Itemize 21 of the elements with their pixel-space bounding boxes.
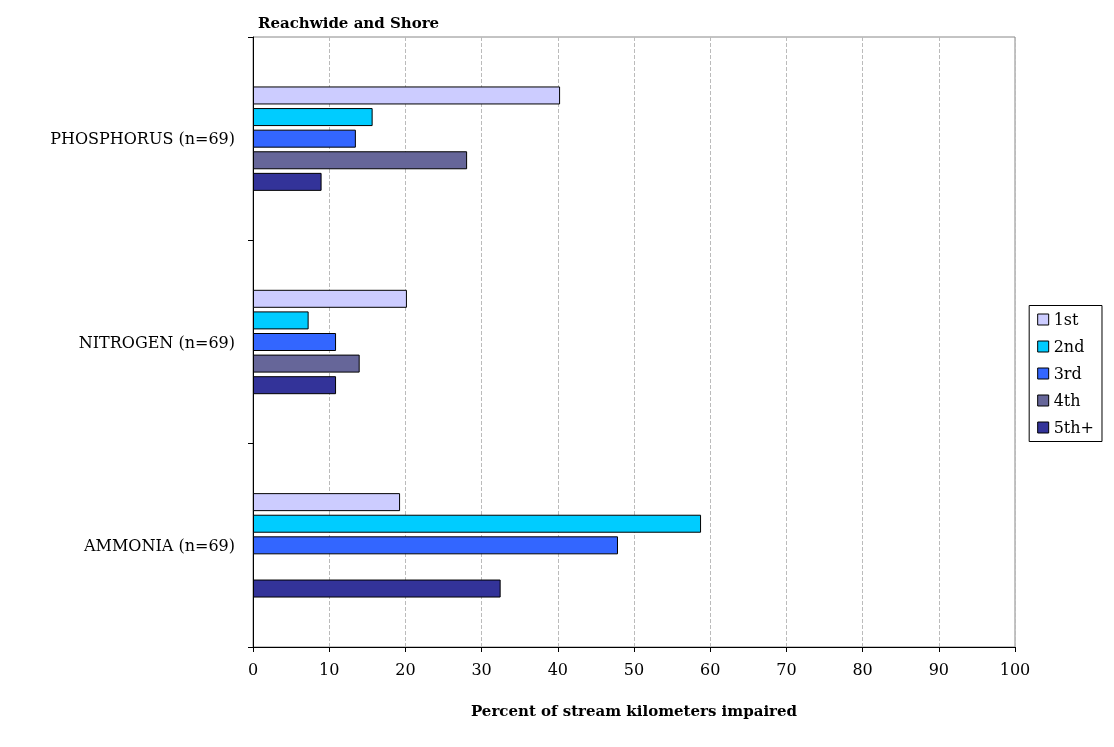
x-tick-label: 30 [471, 659, 492, 679]
y-tick-label: NITROGEN (n=69) [78, 332, 235, 352]
x-tick-label: 80 [852, 659, 873, 679]
x-axis-title: Percent of stream kilometers impaired [470, 701, 798, 720]
x-tick-label: 50 [623, 659, 645, 679]
x-tick-label: 60 [700, 659, 721, 679]
x-tick-label: 70 [776, 659, 797, 679]
chart-title: Reachwide and Shore [258, 13, 440, 32]
legend-label: 1st [1053, 310, 1080, 329]
legend-label: 4th [1053, 391, 1081, 410]
x-tick-label: 90 [928, 659, 949, 679]
legend-label: 5th+ [1053, 418, 1095, 437]
x-tick-label: 40 [547, 659, 568, 679]
x-tick-label: 10 [319, 659, 340, 679]
y-tick-label: PHOSPHORUS (n=69) [50, 129, 235, 149]
legend-label: 2nd [1053, 337, 1085, 356]
x-tick-label: 0 [247, 659, 259, 679]
x-tick-label: 100 [999, 659, 1031, 679]
legend-label: 3rd [1053, 364, 1082, 383]
x-tick-label: 20 [395, 659, 416, 679]
y-tick-label: AMMONIA (n=69) [83, 535, 235, 555]
